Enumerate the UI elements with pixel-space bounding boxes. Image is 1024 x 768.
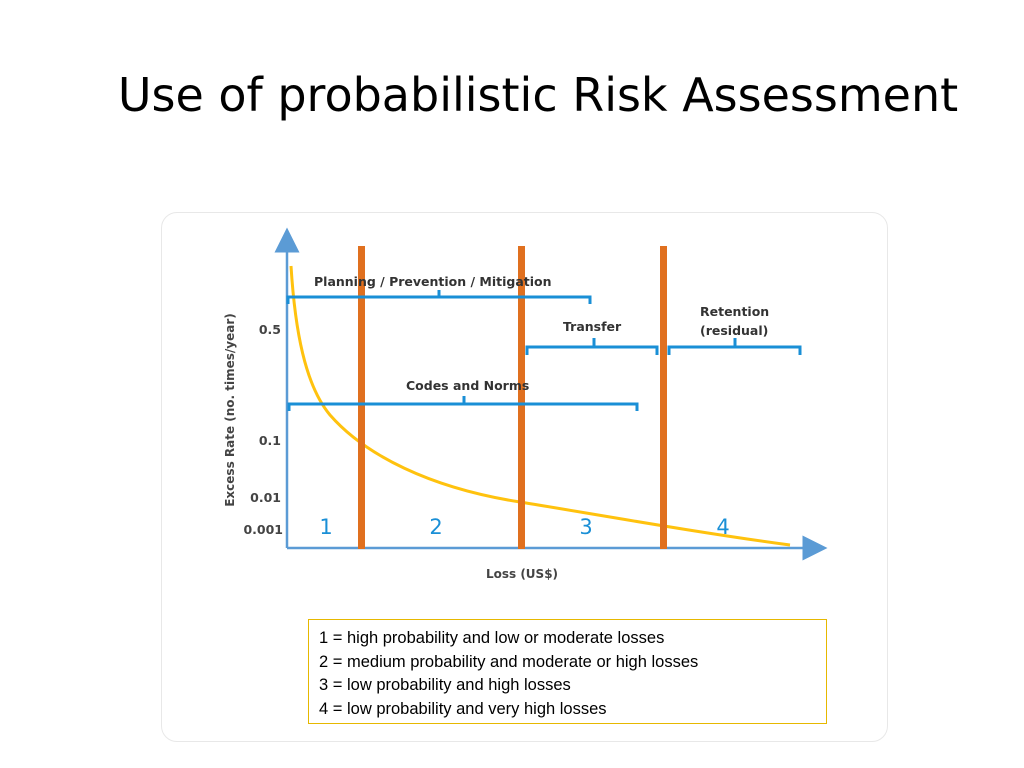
planning-bracket [286,290,592,304]
exceedance-curve [289,265,791,547]
zone-number: 4 [716,515,729,539]
transfer-label: Transfer [563,319,622,334]
divider-line [518,246,525,549]
legend-item: 4 = low probability and very high losses [319,699,607,718]
divider-line [660,246,667,549]
legend-item: 1 = high probability and low or moderate… [319,629,665,647]
zone-number: 3 [579,515,592,539]
x-axis-title: Loss (US$) [486,567,558,581]
y-tick-label: 0.1 [259,433,281,448]
codes-label: Codes and Norms [406,378,529,393]
retention-label: Retention [700,304,769,319]
y-tick-label: 0.5 [259,322,281,337]
codes-bracket [287,396,639,411]
y-axis-title: Excess Rate (no. times/year) [223,313,237,507]
y-tick-label: 0.01 [250,490,281,505]
y-tick-label: 0.001 [243,522,283,537]
zone-number: 2 [429,515,442,539]
slide-title: Use of probabilistic Risk Assessment [117,68,959,122]
planning-label: Planning / Prevention / Mitigation [314,274,552,289]
legend-item: 2 = medium probability and moderate or h… [319,652,699,671]
retention-sublabel: (residual) [700,323,768,338]
legend-item: 3 = low probability and high losses [319,676,571,694]
divider-line [358,246,365,549]
legend-box: 1 = high probability and low or moderate… [308,619,827,724]
retention-bracket [667,338,802,355]
transfer-bracket [525,338,659,355]
zone-number: 1 [319,515,332,539]
